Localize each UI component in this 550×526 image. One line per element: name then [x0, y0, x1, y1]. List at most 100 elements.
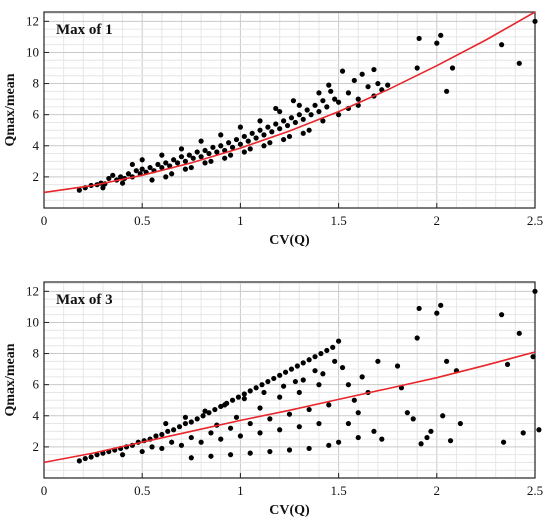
data-point — [339, 364, 346, 371]
data-point — [206, 410, 212, 416]
plot-frame — [43, 281, 536, 479]
y-tick-label: 6 — [33, 377, 40, 392]
data-point — [119, 180, 126, 186]
data-point — [300, 360, 306, 366]
data-point — [259, 382, 265, 388]
data-point — [414, 65, 420, 71]
data-point — [163, 420, 169, 427]
data-point — [125, 171, 132, 177]
data-point — [241, 149, 247, 155]
data-point — [267, 416, 273, 422]
data-point — [296, 102, 302, 108]
data-point — [394, 363, 401, 369]
data-point — [504, 361, 511, 368]
data-point — [444, 88, 450, 94]
data-point — [424, 434, 430, 441]
data-point — [326, 82, 332, 88]
data-point — [320, 98, 326, 104]
data-point — [292, 119, 298, 126]
data-point — [249, 130, 255, 136]
data-point — [267, 448, 273, 455]
data-point — [163, 174, 169, 180]
y-tick-label: 8 — [33, 346, 40, 361]
data-point — [159, 152, 165, 158]
data-point — [245, 138, 251, 144]
data-point — [516, 60, 522, 66]
data-point — [516, 330, 522, 336]
data-point — [222, 155, 228, 161]
data-point — [178, 146, 185, 152]
data-point — [316, 420, 322, 427]
data-point — [375, 80, 381, 87]
data-point — [233, 414, 240, 420]
data-point — [428, 428, 434, 434]
data-point — [404, 410, 410, 416]
data-point — [330, 344, 336, 350]
data-point — [229, 144, 236, 150]
data-point — [176, 424, 183, 430]
data-point — [294, 363, 300, 369]
y-tick-label: 4 — [33, 138, 40, 153]
data-point — [300, 130, 306, 136]
data-point — [434, 40, 440, 46]
data-point — [253, 385, 259, 391]
data-point — [247, 388, 253, 394]
data-point — [286, 447, 293, 453]
data-point — [202, 160, 208, 166]
data-point — [530, 354, 536, 360]
data-point — [277, 126, 283, 132]
panel-title: Max of 3 — [56, 292, 113, 308]
x-tick-label: 1.5 — [330, 483, 346, 498]
y-tick-label: 8 — [33, 76, 40, 91]
data-point — [336, 112, 342, 118]
data-point — [351, 397, 357, 403]
data-point — [532, 288, 538, 294]
data-point — [359, 71, 365, 77]
data-point — [182, 158, 189, 164]
data-point — [186, 152, 192, 158]
data-point — [286, 133, 293, 140]
data-point — [499, 42, 505, 48]
x-tick-label: 1.5 — [330, 213, 346, 228]
data-point — [304, 107, 310, 113]
data-point — [235, 394, 242, 400]
x-tick-label: 2 — [434, 483, 441, 498]
data-point — [290, 98, 297, 104]
data-point — [355, 434, 361, 441]
data-point — [306, 406, 312, 413]
data-point — [200, 413, 206, 419]
data-point — [214, 149, 220, 155]
data-point — [218, 132, 224, 138]
plot-frame — [43, 11, 536, 209]
data-point — [174, 160, 181, 166]
data-point — [336, 439, 342, 445]
data-point — [286, 411, 293, 417]
data-point — [438, 32, 444, 38]
data-point — [106, 175, 112, 182]
data-point — [227, 452, 234, 458]
data-point — [332, 358, 338, 364]
y-tick-label: 10 — [26, 314, 39, 329]
data-point — [306, 445, 312, 452]
y-tick-label: 10 — [26, 44, 39, 59]
x-tick-label: 2.5 — [527, 483, 543, 498]
data-point — [312, 102, 318, 108]
data-point — [339, 68, 346, 74]
data-point — [149, 177, 155, 183]
data-point — [198, 138, 204, 144]
data-point — [300, 116, 306, 122]
data-point — [190, 155, 196, 161]
data-point — [247, 146, 253, 152]
data-point — [261, 389, 267, 396]
data-point — [288, 366, 295, 372]
data-point — [326, 402, 332, 408]
data-point — [332, 96, 338, 102]
x-tick-label: 1 — [237, 213, 244, 228]
data-point — [119, 452, 126, 458]
x-tick-label: 0.5 — [134, 213, 150, 228]
data-point — [365, 84, 371, 90]
data-point — [182, 414, 189, 420]
x-tick-label: 2 — [434, 213, 441, 228]
y-tick-label: 12 — [26, 283, 39, 298]
x-axis-label: CV(Q) — [269, 233, 310, 248]
